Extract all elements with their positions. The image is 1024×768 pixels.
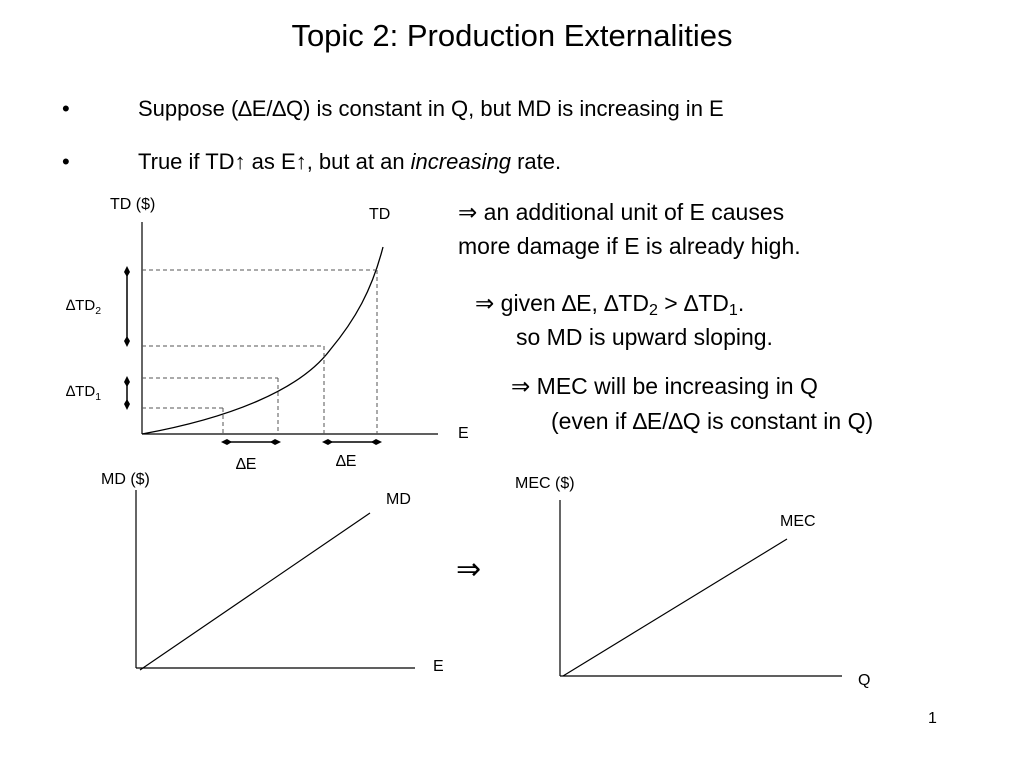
delta-td1-sub: 1	[95, 391, 102, 403]
delta-td2-bracket	[124, 266, 130, 347]
delta-td2-sub: 2	[95, 305, 102, 317]
bullet-text-2-pre: True if TD↑ as E↑, but at an	[138, 149, 411, 174]
mec-x-axis-label: Q	[858, 672, 871, 689]
td-graph	[124, 222, 438, 445]
delta-td1-bracket	[124, 376, 130, 410]
delta-e-left-label: ∆E	[236, 456, 257, 473]
delta-td2-base: ∆TD	[66, 297, 96, 314]
td-x-axis-label: E	[458, 425, 469, 442]
implication-1-line-2: more damage if E is already high.	[458, 233, 801, 259]
md-line	[139, 512, 371, 671]
bullet-marker-2: •	[62, 149, 70, 174]
td-y-axis-label: TD ($)	[110, 196, 156, 213]
implication-2-sub-2: 2	[648, 301, 658, 319]
md-x-axis-label: E	[433, 658, 444, 675]
delta-td1-label: ∆TD1	[66, 383, 102, 403]
implication-1-line-1: ⇒ an additional unit of E causes	[458, 199, 785, 225]
mec-line	[562, 538, 788, 677]
implication-3-line-1: ⇒ MEC will be increasing in Q	[511, 373, 818, 399]
slide-title: Topic 2: Production Externalities	[291, 18, 733, 53]
mec-y-axis-label: MEC ($)	[515, 475, 575, 492]
bullet-text-2: True if TD↑ as E↑, but at an increasing …	[138, 149, 561, 175]
implication-2-part-b: > ∆TD	[657, 290, 729, 316]
delta-e-right-bracket	[322, 439, 382, 445]
md-graph	[135, 490, 415, 671]
implication-2-line-2: so MD is upward sloping.	[516, 324, 773, 350]
delta-td2-label: ∆TD2	[66, 297, 102, 317]
implication-2-sub-1: 1	[728, 301, 738, 319]
implication-3-line-2: (even if ∆E/∆Q is constant in Q)	[551, 408, 874, 434]
td-dashed-guides	[142, 269, 378, 434]
bullet-text-2-emphasis: increasing	[410, 149, 511, 174]
td-curve-label: TD	[369, 206, 391, 223]
implies-arrow: ⇒	[456, 553, 482, 586]
bullet-marker-1: •	[62, 96, 70, 121]
mec-graph	[559, 500, 842, 677]
implication-2-part-c: .	[737, 290, 745, 316]
md-line-label: MD	[386, 491, 411, 508]
implication-2-line-1: ⇒ given ∆E, ∆TD2 > ∆TD1.	[475, 290, 745, 319]
implication-2-part-a: ⇒ given ∆E, ∆TD	[475, 290, 649, 316]
delta-e-left-bracket	[221, 439, 281, 445]
md-y-axis-label: MD ($)	[101, 471, 150, 488]
delta-td1-base: ∆TD	[66, 383, 96, 400]
bullet-text-1: Suppose (∆E/∆Q) is constant in Q, but MD…	[138, 96, 724, 121]
page-number: 1	[928, 710, 937, 727]
delta-e-right-label: ∆E	[336, 453, 357, 470]
td-curve	[141, 246, 384, 435]
mec-line-label: MEC	[780, 513, 816, 530]
bullet-text-2-post: rate.	[510, 149, 562, 174]
